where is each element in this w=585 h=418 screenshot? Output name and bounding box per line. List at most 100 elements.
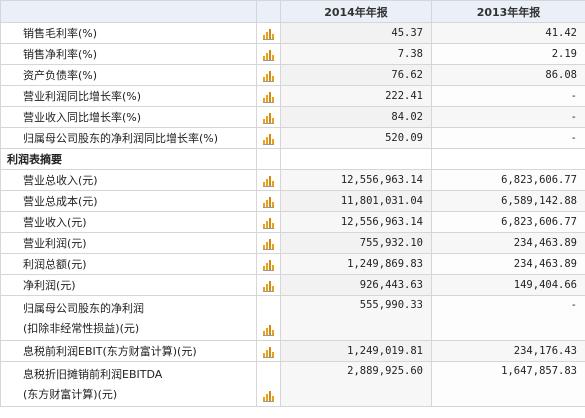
table-row: 营业总成本(元) 11,801,031.04 6,589,142.88 — [0, 190, 585, 212]
bar-chart-icon[interactable] — [263, 91, 274, 103]
section-title: 利润表摘要 — [0, 148, 257, 170]
financial-summary-table: 2014年年报 2013年年报 销售毛利率(%) 45.37 41.42 销售净… — [0, 0, 585, 407]
row-label: 营业总成本(元) — [0, 190, 257, 212]
table-row: 销售净利率(%) 7.38 2.19 — [0, 43, 585, 65]
header-label-cell — [0, 0, 257, 23]
header-2013-annual: 2013年年报 — [431, 0, 585, 23]
bar-chart-icon[interactable] — [263, 70, 274, 82]
value-2014: 84.02 — [280, 106, 432, 128]
chart-button[interactable] — [256, 340, 281, 362]
value-2013: 2.19 — [431, 43, 585, 65]
row-label: 息税折旧摊销前利润EBITDA (东方财富计算)(元) — [0, 361, 257, 407]
value-2014: 76.62 — [280, 64, 432, 86]
chart-button[interactable] — [256, 22, 281, 44]
section-icon-cell — [256, 148, 281, 170]
value-2013: 234,176.43 — [431, 340, 585, 362]
table-row: 归属母公司股东的净利润同比增长率(%) 520.09 - — [0, 127, 585, 149]
chart-button[interactable] — [256, 190, 281, 212]
bar-chart-icon[interactable] — [263, 196, 274, 208]
table-row: 营业收入同比增长率(%) 84.02 - — [0, 106, 585, 128]
value-2014: 926,443.63 — [280, 274, 432, 296]
value-2013: 86.08 — [431, 64, 585, 86]
value-2014: 222.41 — [280, 85, 432, 107]
table-row: 营业利润同比增长率(%) 222.41 - — [0, 85, 585, 107]
row-label: 归属母公司股东的净利润 (扣除非经常性损益)(元) — [0, 295, 257, 341]
chart-button[interactable] — [256, 232, 281, 254]
chart-button[interactable] — [256, 253, 281, 275]
row-label: 营业利润同比增长率(%) — [0, 85, 257, 107]
chart-button[interactable] — [256, 169, 281, 191]
bar-chart-icon[interactable] — [263, 346, 274, 358]
row-label: 利润总额(元) — [0, 253, 257, 275]
value-2013: 149,404.66 — [431, 274, 585, 296]
value-2013: - — [431, 127, 585, 149]
value-2013: 41.42 — [431, 22, 585, 44]
value-2014: 755,932.10 — [280, 232, 432, 254]
value-2014: 1,249,869.83 — [280, 253, 432, 275]
table-row: 营业总收入(元) 12,556,963.14 6,823,606.77 — [0, 169, 585, 191]
value-2013: 6,589,142.88 — [431, 190, 585, 212]
row-label: 营业收入同比增长率(%) — [0, 106, 257, 128]
header-row: 2014年年报 2013年年报 — [0, 0, 585, 23]
value-2013: 6,823,606.77 — [431, 211, 585, 233]
section-empty-2013 — [431, 148, 585, 170]
row-label: 营业总收入(元) — [0, 169, 257, 191]
table-row: 息税折旧摊销前利润EBITDA (东方财富计算)(元) 2,889,925.60… — [0, 361, 585, 407]
bar-chart-icon[interactable] — [263, 49, 274, 61]
bar-chart-icon[interactable] — [263, 325, 274, 336]
table-row: 营业利润(元) 755,932.10 234,463.89 — [0, 232, 585, 254]
chart-button[interactable] — [256, 106, 281, 128]
section-header-row: 利润表摘要 — [0, 148, 585, 170]
chart-button[interactable] — [256, 361, 281, 407]
value-2013: 1,647,857.83 — [431, 361, 585, 407]
row-label-line2: (东方财富计算)(元) — [23, 388, 118, 401]
row-label: 净利润(元) — [0, 274, 257, 296]
value-2013: - — [431, 106, 585, 128]
value-2014: 7.38 — [280, 43, 432, 65]
table-row: 利润总额(元) 1,249,869.83 234,463.89 — [0, 253, 585, 275]
value-2014: 1,249,019.81 — [280, 340, 432, 362]
value-2013: - — [431, 295, 585, 341]
bar-chart-icon[interactable] — [263, 259, 274, 271]
value-2014: 12,556,963.14 — [280, 211, 432, 233]
table-row: 净利润(元) 926,443.63 149,404.66 — [0, 274, 585, 296]
header-icon-cell — [256, 0, 281, 23]
chart-button[interactable] — [256, 274, 281, 296]
bar-chart-icon[interactable] — [263, 175, 274, 187]
value-2014: 11,801,031.04 — [280, 190, 432, 212]
chart-button[interactable] — [256, 43, 281, 65]
table-row: 营业收入(元) 12,556,963.14 6,823,606.77 — [0, 211, 585, 233]
bar-chart-icon[interactable] — [263, 133, 274, 145]
table-row: 资产负债率(%) 76.62 86.08 — [0, 64, 585, 86]
bar-chart-icon[interactable] — [263, 217, 274, 229]
bar-chart-icon[interactable] — [263, 280, 274, 292]
bar-chart-icon[interactable] — [263, 391, 274, 402]
value-2013: - — [431, 85, 585, 107]
row-label-line1: 息税折旧摊销前利润EBITDA — [23, 368, 163, 381]
chart-button[interactable] — [256, 85, 281, 107]
table-row: 息税前利润EBIT(东方财富计算)(元) 1,249,019.81 234,17… — [0, 340, 585, 362]
section-empty-2014 — [280, 148, 432, 170]
table-row: 销售毛利率(%) 45.37 41.42 — [0, 22, 585, 44]
value-2013: 6,823,606.77 — [431, 169, 585, 191]
row-label-line2: (扣除非经常性损益)(元) — [23, 322, 140, 335]
row-label-line1: 归属母公司股东的净利润 — [23, 302, 144, 315]
value-2013: 234,463.89 — [431, 232, 585, 254]
table-row: 归属母公司股东的净利润 (扣除非经常性损益)(元) 555,990.33 - — [0, 295, 585, 341]
row-label: 营业收入(元) — [0, 211, 257, 233]
bar-chart-icon[interactable] — [263, 238, 274, 250]
chart-button[interactable] — [256, 64, 281, 86]
value-2014: 555,990.33 — [280, 295, 432, 341]
row-label: 销售净利率(%) — [0, 43, 257, 65]
row-label: 销售毛利率(%) — [0, 22, 257, 44]
value-2014: 520.09 — [280, 127, 432, 149]
header-2014-annual: 2014年年报 — [280, 0, 432, 23]
value-2014: 45.37 — [280, 22, 432, 44]
value-2014: 12,556,963.14 — [280, 169, 432, 191]
chart-button[interactable] — [256, 295, 281, 341]
chart-button[interactable] — [256, 211, 281, 233]
row-label: 资产负债率(%) — [0, 64, 257, 86]
bar-chart-icon[interactable] — [263, 28, 274, 40]
chart-button[interactable] — [256, 127, 281, 149]
bar-chart-icon[interactable] — [263, 112, 274, 124]
